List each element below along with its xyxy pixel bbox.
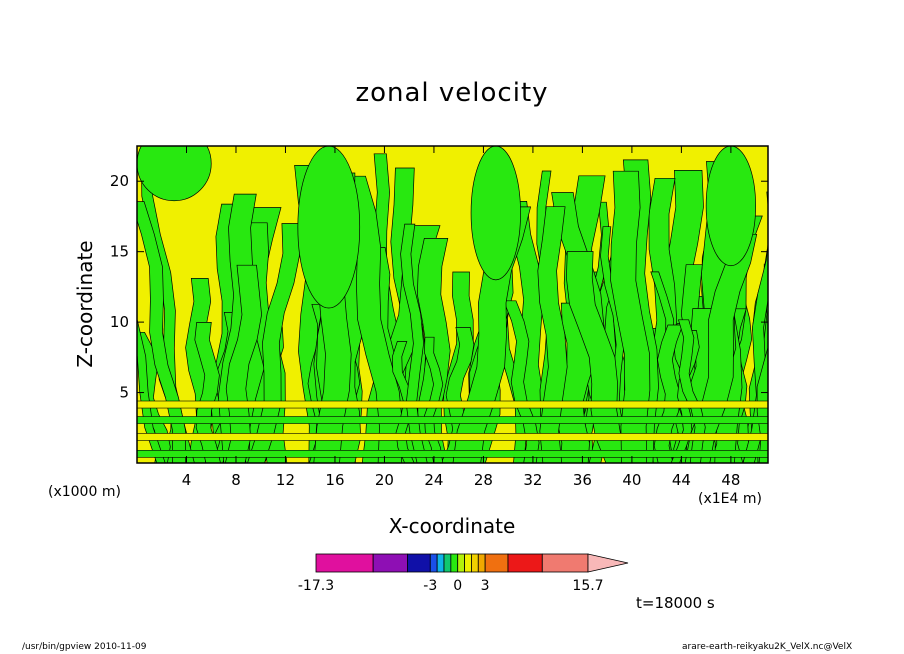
negative-velocity-streak — [566, 251, 632, 463]
negative-velocity-streak — [452, 206, 532, 463]
colorbar-segment — [541, 553, 589, 573]
footer-file-info: arare-earth-reikyaku2K_VelX.nc@VelX — [682, 642, 853, 652]
x-tick-label: 48 — [721, 471, 740, 489]
x-tick-label: 40 — [622, 471, 641, 489]
negative-velocity-streak — [610, 170, 651, 463]
surface-band — [137, 450, 768, 458]
colorbar-segment — [450, 553, 459, 573]
y-tick-label: 20 — [110, 172, 129, 190]
x-tick-label: 28 — [474, 471, 493, 489]
surface-band — [137, 400, 768, 409]
colorbar-segment — [407, 553, 431, 573]
negative-velocity-streak — [341, 175, 404, 463]
colorbar-segment — [471, 553, 479, 573]
colorbar-segment — [484, 553, 509, 573]
colorbar-segment — [436, 553, 445, 573]
colorbar-segment — [372, 553, 408, 573]
y-axis: 5 10 15 20 — [110, 172, 768, 402]
colorbar-segment — [464, 553, 472, 573]
x-tick-label: 44 — [672, 471, 691, 489]
x-tick-label: 36 — [573, 471, 592, 489]
x-axis: 4 8 12 16 20 24 28 32 36 40 44 48 — [182, 146, 740, 489]
x-tick-label: 16 — [325, 471, 344, 489]
negative-velocity-region — [297, 146, 361, 309]
x-tick-label: 12 — [276, 471, 295, 489]
negative-velocity-region — [137, 146, 212, 202]
negative-velocity-streak — [764, 399, 768, 463]
colorbar-segment — [477, 553, 486, 573]
colorbar-tick-label: 0 — [453, 578, 462, 594]
plot-area — [136, 145, 769, 464]
footer-program-info: /usr/bin/gpview 2010-11-09 — [22, 642, 147, 652]
negative-velocity-streak — [137, 201, 186, 463]
colorbar-tick-label: -17.3 — [298, 578, 334, 594]
negative-velocity-streak — [766, 460, 768, 463]
negative-velocity-streak — [767, 461, 768, 463]
colorbar-tick-label: 3 — [481, 578, 490, 594]
y-tick-label: 5 — [119, 384, 129, 402]
y-unit-label: (x1000 m) — [48, 484, 121, 500]
colorbar-segment — [457, 553, 465, 573]
surface-band — [137, 416, 768, 424]
negative-velocity-streak — [225, 264, 262, 463]
colorbar: -17.3 -3 0 3 15.7 — [298, 553, 629, 594]
negative-velocity-streak — [194, 322, 221, 463]
negative-velocity-region — [705, 146, 756, 267]
colorbar-segment — [429, 553, 438, 573]
colorbar-segment — [315, 553, 374, 573]
colorbar-segment — [507, 553, 543, 573]
negative-velocity-streak — [678, 319, 706, 463]
chart-title: zonal velocity — [355, 78, 549, 108]
velocity-field — [137, 146, 768, 463]
x-tick-label: 8 — [231, 471, 241, 489]
negative-velocity-streak — [424, 336, 444, 463]
y-tick-label: 10 — [110, 313, 129, 331]
x-tick-label: 4 — [182, 471, 192, 489]
plot-frame — [136, 145, 769, 464]
x-tick-label: 20 — [375, 471, 394, 489]
y-tick-label: 15 — [110, 243, 129, 261]
x-unit-label: (x1E4 m) — [698, 491, 762, 507]
x-axis-label: X-coordinate — [388, 514, 516, 538]
surface-band — [137, 433, 768, 441]
negative-velocity-region — [470, 146, 521, 281]
colorbar-segment — [443, 553, 452, 573]
x-tick-label: 32 — [523, 471, 542, 489]
negative-velocity-streak — [537, 206, 568, 463]
y-axis-label: Z-coordinate — [73, 240, 97, 368]
time-label: t=18000 s — [636, 594, 715, 612]
colorbar-tick-label: -3 — [423, 578, 437, 594]
colorbar-tick-label: 15.7 — [572, 578, 603, 594]
x-tick-label: 24 — [424, 471, 443, 489]
colorbar-extend-arrow — [587, 553, 629, 573]
